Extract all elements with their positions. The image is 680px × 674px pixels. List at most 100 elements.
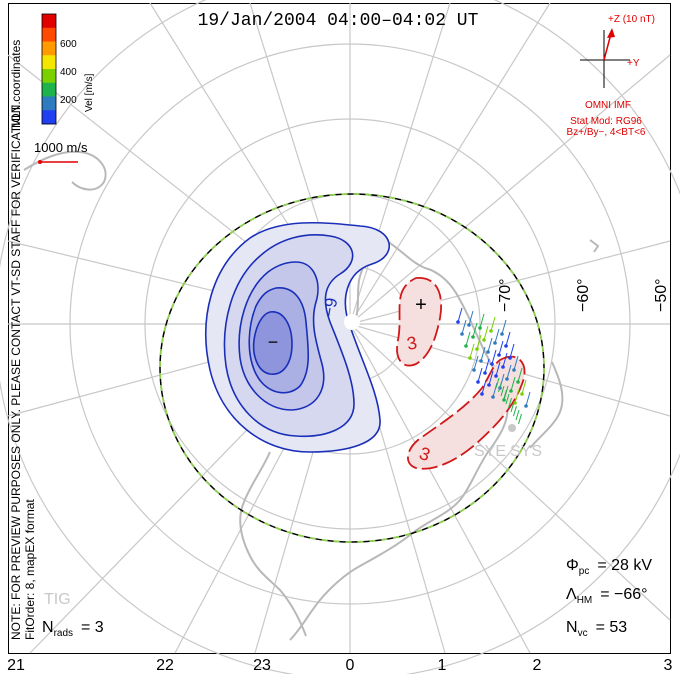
mlt-label-21: 21 — [7, 657, 25, 674]
velocity-vector — [510, 376, 516, 392]
station-sys: SYS — [510, 443, 542, 460]
velocity-vector — [461, 319, 467, 335]
station-tig: TIG — [44, 591, 71, 608]
colorbar-block — [42, 14, 56, 29]
velocity-vector — [481, 379, 487, 395]
velocity-vector — [506, 364, 512, 380]
vector-origin — [471, 335, 475, 339]
coastlines — [23, 150, 600, 641]
velocity-vector — [483, 325, 489, 341]
imf-model: Stat Mod: RG96 — [570, 116, 642, 127]
velocity-vector — [510, 401, 515, 413]
velocity-vector — [517, 367, 523, 383]
velocity-vector — [498, 340, 504, 356]
contour-label-positive-1: 3 — [405, 333, 418, 354]
velocity-vector — [477, 367, 483, 383]
colorbar-frame — [41, 13, 57, 125]
velocity-vector — [484, 358, 490, 374]
colorbar-block — [42, 82, 56, 97]
colorbar-block — [42, 55, 56, 70]
velocity-vectors — [456, 307, 531, 425]
velocity-vector — [472, 322, 478, 338]
map-title: 19/Jan/2004 04:00–04:02 UT — [198, 11, 479, 31]
vector-origin — [475, 347, 479, 351]
colorbar-block — [42, 27, 56, 42]
colorbar-block — [42, 69, 56, 84]
lat-label-50: −50° — [653, 278, 670, 312]
velocity-vector — [505, 331, 511, 347]
mlt-label-3: 3 — [664, 657, 673, 674]
mlt-axis: 21 22 23 0 1 2 3 — [7, 657, 672, 674]
vector-origin — [491, 395, 495, 399]
vector-origin — [524, 404, 528, 408]
mlt-label-22: 22 — [156, 657, 174, 674]
velocity-vector — [508, 397, 512, 409]
mlt-label-0: 0 — [346, 657, 355, 674]
contour-neg-5 — [252, 311, 293, 375]
vector-origin — [483, 371, 487, 375]
velocity-vector — [525, 391, 531, 407]
imf-condition: Bz+/By−, 4<BT<6 — [567, 127, 646, 138]
station-marker — [508, 424, 516, 432]
coordinates-label: MLT coordinates — [9, 40, 23, 128]
vector-origin — [479, 359, 483, 363]
velocity-vector — [491, 349, 497, 365]
velocity-vector — [488, 370, 494, 386]
mlt-label-1: 1 — [438, 657, 447, 674]
plot-frame — [8, 3, 671, 654]
colorbar-block — [42, 41, 56, 56]
contour-pos-1 — [396, 277, 443, 367]
vector-origin — [516, 380, 520, 384]
stat-lambda-hm: ΛHM = −66° — [566, 586, 648, 606]
velocity-vector — [521, 379, 527, 395]
imf-source: OMNI IMF — [585, 100, 631, 111]
velocity-vector — [503, 389, 507, 401]
velocity-vector — [469, 343, 475, 359]
velocity-vector — [473, 355, 479, 371]
vector-origin — [478, 326, 482, 330]
imf-y-label: +Y — [627, 58, 640, 69]
negative-potential-cell — [205, 221, 390, 453]
positive-potential-cells — [396, 277, 526, 470]
vector-origin — [487, 383, 491, 387]
vector-origin — [476, 380, 480, 384]
contour-label-negative: −9 — [319, 296, 341, 318]
svg-text:ΛHM= −66°: ΛHM = −66° — [566, 586, 648, 606]
vector-origin — [456, 320, 460, 324]
velocity-vector — [498, 381, 502, 393]
velocity-vector — [501, 319, 507, 335]
colorbar-block — [42, 96, 56, 111]
vector-origin — [489, 329, 493, 333]
mlt-label-2: 2 — [533, 657, 542, 674]
vector-origin — [493, 341, 497, 345]
mlt-label-23: 23 — [253, 657, 271, 674]
vector-origin — [501, 365, 505, 369]
lat-label-60: −60° — [575, 278, 592, 312]
colorbar-tick-200: 200 — [60, 95, 77, 106]
velocity-vector — [515, 409, 520, 421]
velocity-vector — [513, 355, 519, 371]
vector-origin — [490, 362, 494, 366]
vector-origin — [467, 323, 471, 327]
stat-phi-pc: Φpc = 28 kV — [566, 557, 652, 577]
hm-boundary — [159, 193, 545, 543]
vector-origin — [509, 389, 513, 393]
vector-origin — [504, 344, 508, 348]
vector-scale-dot — [38, 160, 42, 164]
velocity-vector — [502, 352, 508, 368]
vector-origin — [460, 332, 464, 336]
svg-text:Nvc= 53: Nvc = 53 — [566, 619, 627, 639]
colorbar-block — [42, 110, 56, 125]
colorbar-label: Vel [m/s] — [84, 73, 95, 112]
vector-origin — [520, 392, 524, 396]
colorbar-tick-400: 400 — [60, 67, 77, 78]
vector-origin — [512, 368, 516, 372]
fit-order-label: FitOrder: 8, mapEX format — [23, 499, 37, 640]
velocity-colorbar — [42, 14, 56, 125]
velocity-vector — [509, 343, 515, 359]
velocity-vector — [465, 331, 471, 347]
vector-origin — [486, 350, 490, 354]
vector-origin — [508, 356, 512, 360]
stat-nvc: Nvc = 53 — [566, 619, 627, 639]
